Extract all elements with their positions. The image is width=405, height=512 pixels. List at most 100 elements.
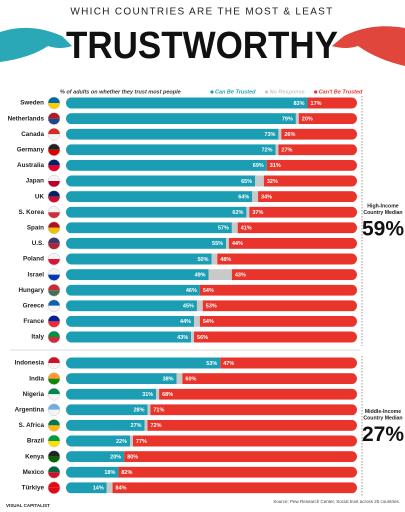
bar-segment [249,206,357,218]
flag-bottom [48,337,60,343]
value-label: 44% [232,241,243,247]
bar-segment [66,206,247,218]
flag-top [48,388,60,395]
bar-segment [217,253,357,265]
value-label: 32% [267,179,278,185]
country-label: UK [35,193,45,200]
bar-segment [132,435,357,447]
flag-bottom [48,196,60,203]
flag-bottom [48,227,60,234]
value-label: 53% [206,361,217,367]
flag-ring [47,372,61,385]
bar-segment [295,113,299,125]
median-caption: Middle-Income [365,409,401,415]
country-label: Türkiye [22,484,45,491]
bar-segment [66,222,232,234]
bar-segment [66,191,253,203]
value-label: 79% [282,116,293,122]
country-label: Greece [23,302,45,309]
bar-segment [66,419,145,431]
bar-segment [211,253,218,265]
country-label: France [23,318,44,325]
flag-bottom [48,441,60,447]
value-label: 60% [185,376,196,382]
legend-label: Can Be Trusted [215,89,256,95]
bar-segment [196,300,203,312]
flag-top [48,331,60,337]
flag-ring [47,268,61,281]
bar-segment [147,419,357,431]
flag-bottom [48,321,60,328]
country-label: India [29,375,44,382]
value-label: 54% [203,319,214,325]
median-caption: Country Median [363,415,402,421]
value-label: 64% [238,194,249,200]
flag-top [48,450,60,457]
flag-ring [47,434,61,448]
bar-segment [66,357,221,369]
value-label: 72% [262,148,273,154]
value-label: 54% [203,288,214,294]
bar-segment [66,237,227,249]
flag-ring [47,465,61,479]
value-label: 82% [121,470,132,476]
value-label: 65% [241,179,252,185]
bar-segment [275,144,279,156]
value-label: 49% [195,272,206,278]
value-label: 46% [186,288,197,294]
value-label: 56% [197,335,208,341]
flag-bottom [48,363,60,369]
flag-top [48,315,60,322]
legend-dot [210,90,214,94]
value-label: 31% [270,163,281,169]
flag-top [48,419,60,426]
flag-bottom [48,305,60,312]
bar-segment [66,482,107,494]
flag-ring [47,237,61,250]
flag-bottom [48,243,60,250]
value-label: 71% [153,408,164,414]
country-label: Brazil [27,438,44,445]
flag-ring [47,205,61,219]
flag-top [48,481,60,488]
flag-bottom [48,149,60,156]
flag-ring [47,283,61,297]
source: Source: Pew Research Center, Social trus… [273,499,400,504]
flag-top [48,175,60,181]
bar-segment [66,466,119,478]
bar-segment [194,315,200,327]
flag-bottom [48,134,60,141]
value-label: 53% [206,304,217,310]
bar-segment [159,388,357,400]
flag-top [48,112,60,119]
country-label: Japan [26,178,44,185]
country-label: Australia [17,162,44,169]
bar-segment [66,144,276,156]
flag-ring [47,96,61,110]
value-label: 72% [150,423,161,429]
bar-segment [226,237,229,249]
flag-top [48,206,60,213]
flag-ring [47,159,61,172]
legend-label: Can't Be Trusted [319,89,363,95]
value-label: 68% [162,392,173,398]
country-label: Kenya [25,453,44,460]
flag-top [48,253,60,259]
country-label: Hungary [18,287,44,294]
flag-top [48,372,60,379]
median-caption: Country Median [363,210,402,216]
country-label: Italy [31,334,44,341]
median-value: 27% [362,423,404,446]
value-label: 62% [232,210,243,216]
bar-segment [66,113,296,125]
value-label: 47% [223,361,234,367]
legend-dot [314,90,318,94]
bar-segment [258,191,357,203]
country-label: Poland [23,256,44,263]
bar-segment [237,222,357,234]
bar-segment [263,175,357,187]
bar-segment [66,451,125,463]
country-label: Israel [28,271,45,278]
flag-bottom [48,103,60,109]
bar-segment [182,373,357,385]
